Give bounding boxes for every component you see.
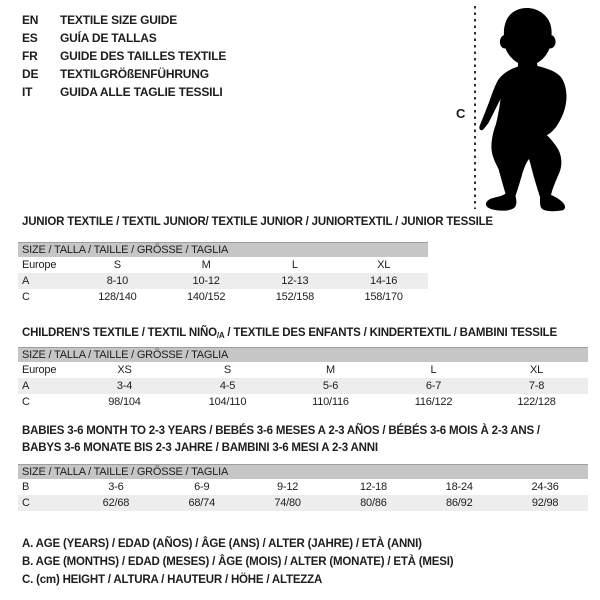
language-label: TEXTILE SIZE GUIDE <box>60 13 178 27</box>
note-height-cm: C. (cm) HEIGHT / ALTURA / HAUTEUR / HÖHE… <box>22 574 323 586</box>
table-cell: 9-12 <box>276 481 299 493</box>
table-cell: 62/68 <box>102 497 130 509</box>
note-age-months: B. AGE (MONTHS) / EDAD (MESES) / ÂGE (MO… <box>22 556 454 568</box>
table-cell: 3-4 <box>116 380 133 392</box>
table-cell: L <box>291 259 298 271</box>
table-row: A 8-10 10-12 12-13 14-16 <box>18 273 428 289</box>
table-cell: 152/158 <box>275 291 315 303</box>
table-cell: 5-6 <box>322 380 339 392</box>
row-label: B <box>22 481 30 493</box>
row-label: C <box>22 396 30 408</box>
row-label: A <box>22 275 30 287</box>
row-label: C <box>22 497 30 509</box>
legend-notes: A. AGE (YEARS) / EDAD (AÑOS) / ÂGE (ANS)… <box>22 535 454 589</box>
language-label: GUÍA DE TALLAS <box>60 31 157 45</box>
table-cell: 140/152 <box>186 291 226 303</box>
baby-silhouette-icon <box>474 6 567 212</box>
babies-size-table: SIZE / TALLA / TAILLE / GRÖSSE / TAGLIA … <box>18 464 588 511</box>
language-code: DE <box>22 67 39 81</box>
children-table-title: CHILDREN'S TEXTILE / TEXTIL NIÑO/A / TEX… <box>22 327 557 340</box>
table-cell: 128/140 <box>98 291 137 303</box>
size-header-bar: SIZE / TALLA / TAILLE / GRÖSSE / TAGLIA <box>18 464 588 479</box>
language-code: IT <box>22 85 33 99</box>
baby-silhouette-shape <box>479 8 567 212</box>
table-cell: 10-12 <box>192 275 220 287</box>
table-cell: S <box>223 364 232 376</box>
row-label: Europe <box>22 259 57 271</box>
title-line: BABYS 3-6 MONATE BIS 2-3 JAHRE / BAMBINI… <box>22 442 378 454</box>
language-label: TEXTILGRÖßENFÜHRUNG <box>60 67 209 81</box>
table-cell: 92/98 <box>531 497 559 509</box>
babies-table-title: BABIES 3-6 MONTH TO 2-3 YEARS / BEBÉS 3-… <box>22 423 540 457</box>
table-cell: 3-6 <box>108 481 124 493</box>
table-cell: 6-7 <box>425 380 442 392</box>
table-row: A 3-4 4-5 5-6 6-7 7-8 <box>18 378 588 394</box>
language-label: GUIDA ALLE TAGLIE TESSILI <box>60 85 223 99</box>
table-cell: XS <box>117 364 132 376</box>
language-row: DE TEXTILGRÖßENFÜHRUNG <box>22 65 226 83</box>
table-cell: 7-8 <box>528 380 545 392</box>
table-cell: 98/104 <box>108 396 141 408</box>
table-cell: 18-24 <box>445 481 473 493</box>
title-text: / TEXTILE DES ENFANTS / KINDERTEXTIL / B… <box>224 327 557 339</box>
table-cell: 12-13 <box>281 275 309 287</box>
language-row: IT GUIDA ALLE TAGLIE TESSILI <box>22 83 226 101</box>
table-cell: 24-36 <box>531 481 559 493</box>
table-cell: 14-16 <box>370 275 398 287</box>
language-code: EN <box>22 13 39 27</box>
table-cell: XL <box>377 259 391 271</box>
row-label: Europe <box>22 364 57 376</box>
table-cell: 68/74 <box>188 497 215 509</box>
note-age-years: A. AGE (YEARS) / EDAD (AÑOS) / ÂGE (ANS)… <box>22 538 422 550</box>
table-cell: 4-5 <box>219 380 236 392</box>
table-row: C 128/140 140/152 152/158 158/170 <box>18 289 428 305</box>
table-row: B 3-6 6-9 9-12 12-18 18-24 24-36 <box>18 479 588 495</box>
table-cell: 6-9 <box>194 481 210 493</box>
table-cell: 116/122 <box>414 396 453 408</box>
table-cell: 86/92 <box>445 497 473 509</box>
language-list: EN TEXTILE SIZE GUIDE ES GUÍA DE TALLAS … <box>22 11 226 101</box>
table-cell: 122/128 <box>517 396 556 408</box>
table-cell: S <box>113 259 121 271</box>
junior-size-table: SIZE / TALLA / TAILLE / GRÖSSE / TAGLIA … <box>18 242 428 305</box>
table-cell: M <box>326 364 335 376</box>
title-line: BABIES 3-6 MONTH TO 2-3 YEARS / BEBÉS 3-… <box>22 425 540 437</box>
language-row: FR GUIDE DES TAILLES TEXTILE <box>22 47 226 65</box>
table-cell: 80/86 <box>360 497 387 509</box>
title-subscript: /A <box>216 331 225 340</box>
language-code: FR <box>22 49 38 63</box>
table-cell: XL <box>529 364 544 376</box>
size-header-bar: SIZE / TALLA / TAILLE / GRÖSSE / TAGLIA <box>18 242 428 257</box>
height-marker-label: C <box>456 106 466 121</box>
table-cell: 74/80 <box>274 497 301 509</box>
language-row: EN TEXTILE SIZE GUIDE <box>22 11 226 29</box>
table-row: C 98/104 104/110 110/116 116/122 122/128 <box>18 394 588 410</box>
table-cell: 110/116 <box>312 396 349 408</box>
row-label: C <box>22 291 30 303</box>
table-row: C 62/68 68/74 74/80 80/86 86/92 92/98 <box>18 495 588 511</box>
children-size-table: SIZE / TALLA / TAILLE / GRÖSSE / TAGLIA … <box>18 347 588 410</box>
table-row: Europe S M L XL <box>18 257 428 273</box>
table-row: Europe XS S M L XL <box>18 362 588 378</box>
table-cell: L <box>430 364 437 376</box>
table-cell: 158/170 <box>364 291 403 303</box>
table-cell: 104/110 <box>208 396 247 408</box>
junior-table-title: JUNIOR TEXTILE / TEXTIL JUNIOR/ TEXTILE … <box>22 216 493 228</box>
size-header-bar: SIZE / TALLA / TAILLE / GRÖSSE / TAGLIA <box>18 347 588 362</box>
language-code: ES <box>22 31 38 45</box>
row-label: A <box>22 380 30 392</box>
table-cell: M <box>201 259 211 271</box>
table-cell: 12-18 <box>359 481 387 493</box>
language-row: ES GUÍA DE TALLAS <box>22 29 226 47</box>
table-cell: 8-10 <box>106 275 128 287</box>
title-text: CHILDREN'S TEXTILE / TEXTIL NIÑO <box>22 327 217 339</box>
language-label: GUIDE DES TAILLES TEXTILE <box>60 49 227 63</box>
